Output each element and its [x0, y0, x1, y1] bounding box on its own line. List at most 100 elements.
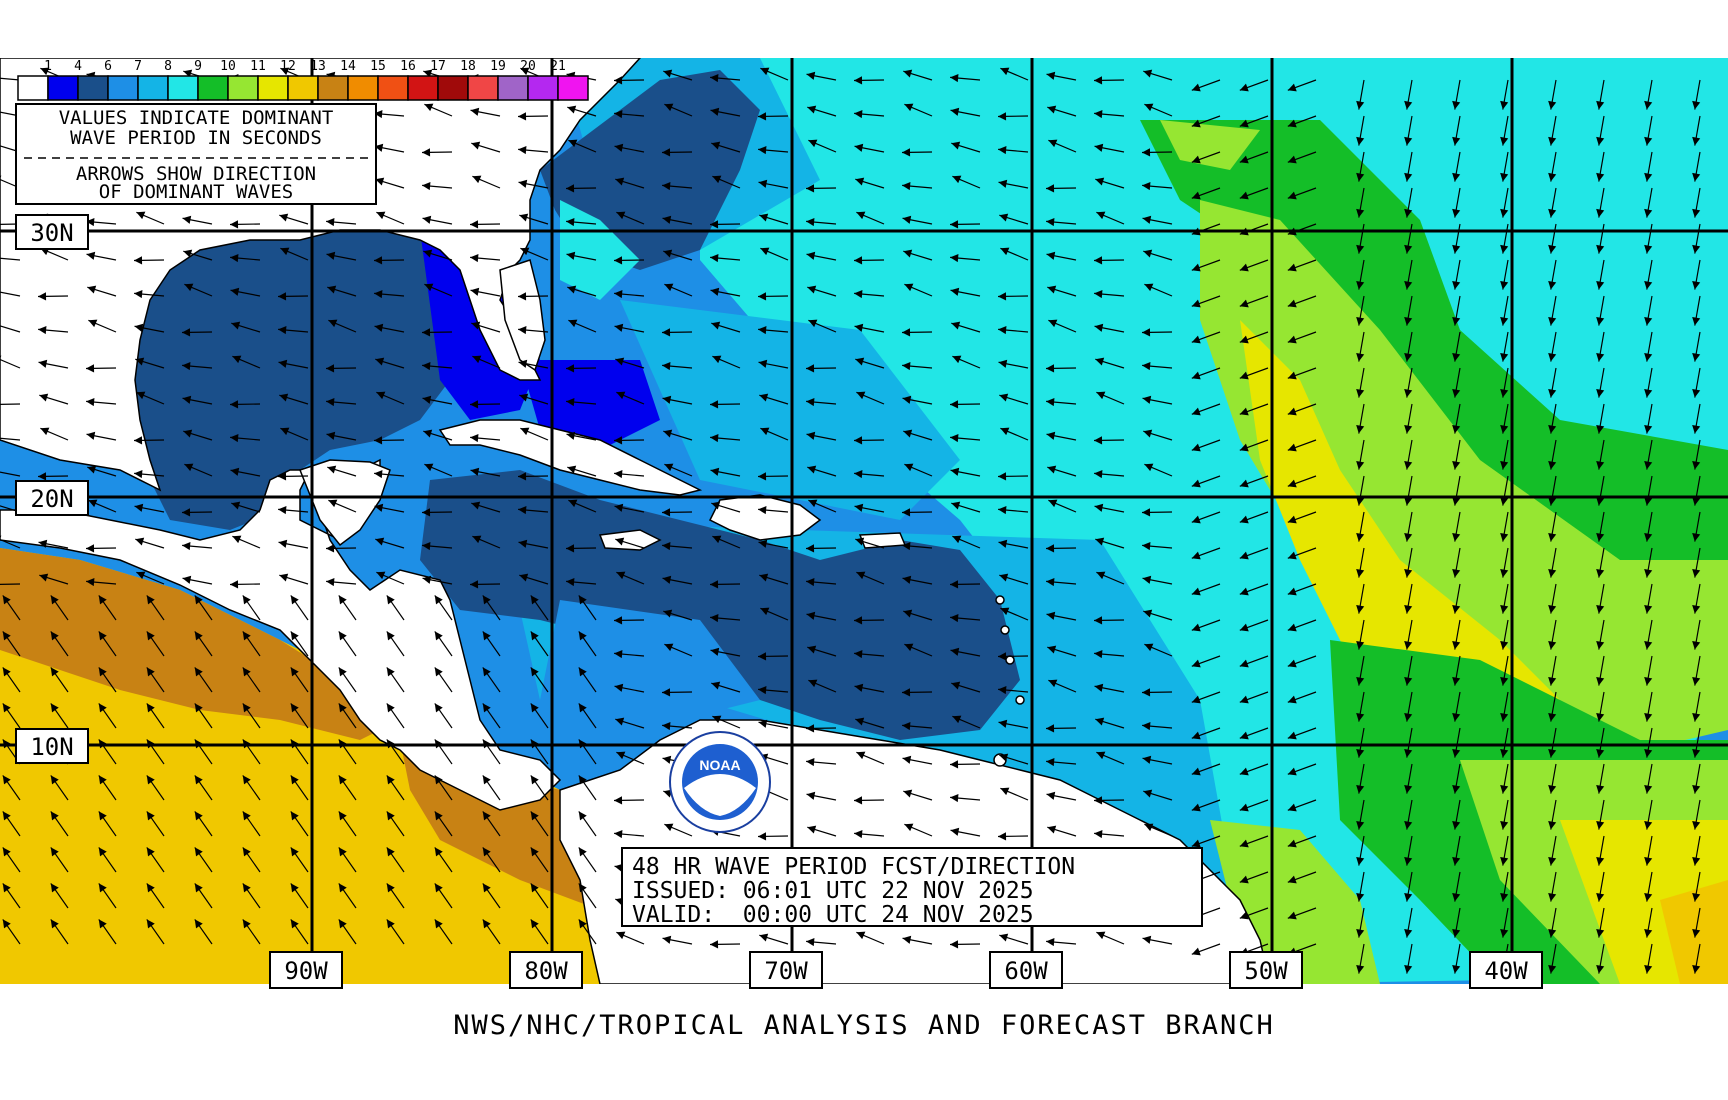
wave-arrow-head — [903, 249, 913, 258]
wave-arrow-head — [1096, 571, 1106, 580]
wave-arrow-head — [710, 107, 720, 116]
forecast-line-1: 48 HR WAVE PERIOD FCST/DIRECTION — [632, 854, 1075, 880]
wave-arrow-head — [1191, 515, 1201, 524]
wave-arrow-head — [2, 775, 11, 785]
wave-arrow-head — [1287, 839, 1297, 848]
wave-arrow-head — [518, 472, 527, 481]
wave-arrow-head — [806, 578, 815, 587]
wave-arrow-head — [530, 631, 539, 641]
wave-arrow-head — [98, 667, 107, 677]
wave-arrow-head — [1404, 640, 1413, 650]
wave-arrow-head — [1644, 316, 1653, 326]
wave-arrow-head — [98, 631, 107, 641]
wave-arrow-head — [806, 724, 815, 733]
wave-arrow-head — [1548, 676, 1557, 686]
wave-arrow-head — [0, 175, 2, 179]
wave-arrow-head — [1356, 568, 1365, 578]
wave-arrow-head — [1644, 604, 1653, 614]
wave-arrow-head — [1356, 604, 1365, 614]
wave-arrow-head — [1596, 208, 1605, 218]
wave-arrow-head — [758, 359, 768, 368]
wave-arrow-head — [280, 247, 290, 256]
wave-arrow-head — [1500, 532, 1509, 542]
wave-arrow-head — [1596, 532, 1605, 542]
wave-arrow-head — [519, 393, 529, 402]
lon-label-box-40w — [1469, 951, 1543, 989]
wave-arrow-head — [759, 573, 769, 582]
wave-arrow-head — [328, 319, 338, 328]
wave-arrow-head — [530, 703, 539, 713]
wave-arrow-head — [614, 470, 623, 479]
wave-arrow-head — [50, 595, 59, 605]
wave-arrow-head — [1094, 796, 1103, 805]
wave-arrow-head — [1692, 640, 1701, 650]
wave-arrow-head — [614, 830, 623, 839]
wave-arrow-head — [662, 688, 671, 697]
wave-arrow-head — [1191, 659, 1201, 668]
legend-swatch — [437, 75, 469, 101]
wave-arrow-head — [1356, 316, 1365, 326]
wave-arrow-head — [136, 211, 146, 220]
wave-arrow-head — [98, 595, 107, 605]
wave-arrow-head — [902, 722, 911, 731]
wave-arrow-head — [1404, 352, 1413, 362]
wave-arrow-head — [856, 931, 866, 940]
wave-arrow-head — [1404, 280, 1413, 290]
wave-arrow-head — [806, 364, 815, 373]
wave-arrow-head — [567, 285, 577, 294]
wave-arrow-head — [1500, 568, 1509, 578]
wave-arrow-head — [662, 575, 672, 584]
wave-arrow-head — [1095, 357, 1105, 366]
wave-arrow-head — [1239, 731, 1249, 740]
lon-label-40w: 40W — [1484, 957, 1528, 985]
wave-arrow-head — [1142, 395, 1152, 404]
wave-arrow-head — [242, 883, 251, 893]
wave-arrow-head — [86, 251, 96, 260]
wave-arrow-head — [1692, 352, 1701, 362]
wave-arrow-head — [1191, 551, 1201, 560]
period-12-band — [1240, 320, 1560, 740]
wave-arrow-head — [2, 631, 11, 641]
wave-arrow-head — [1287, 659, 1297, 668]
wave-arrow-head — [1548, 568, 1557, 578]
wave-arrow-head — [1644, 352, 1653, 362]
wave-arrow-head — [1094, 76, 1103, 85]
wave-arrow-head — [326, 398, 335, 407]
legend-swatch — [77, 75, 109, 101]
wave-arrow-head — [230, 287, 240, 296]
wave-arrow-head — [375, 357, 385, 366]
wave-arrow-head — [808, 139, 818, 148]
wave-arrow-head — [194, 847, 203, 857]
wave-arrow-head — [807, 825, 817, 834]
wave-arrow-head — [1143, 609, 1153, 618]
wave-arrow-head — [950, 287, 960, 296]
wave-arrow-head — [1287, 155, 1297, 164]
wave-arrow-head — [1287, 371, 1297, 380]
wave-arrow-head — [1356, 280, 1365, 290]
wave-arrow-head — [1452, 280, 1461, 290]
wave-arrow-head — [1404, 964, 1413, 974]
yucatan-land — [299, 459, 391, 547]
wave-arrow-head — [578, 811, 587, 821]
wave-arrow-head — [1452, 640, 1461, 650]
wave-arrow-head — [1548, 712, 1557, 722]
wave-arrow-head — [1287, 263, 1297, 272]
wave-arrow-head — [712, 175, 722, 184]
wave-arrow-head — [711, 681, 721, 690]
legend-tick-label: 17 — [430, 59, 446, 74]
wave-arrow-head — [1046, 431, 1056, 440]
wave-arrow-head — [1404, 748, 1413, 758]
wave-arrow-head — [434, 811, 443, 821]
wave-arrow-head — [856, 751, 866, 760]
lat-label-30n: 30N — [30, 219, 73, 247]
forecast-line-2: ISSUED: 06:01 UTC 22 NOV 2025 — [632, 878, 1034, 904]
wave-arrow-head — [530, 775, 539, 785]
wave-arrow-head — [1644, 136, 1653, 146]
wave-arrow-head — [1356, 856, 1365, 866]
wave-arrow-head — [1356, 532, 1365, 542]
wave-arrow-head — [146, 703, 155, 713]
wave-arrow-head — [578, 919, 587, 929]
wave-arrow-head — [578, 847, 587, 857]
wave-arrow-head — [1548, 100, 1557, 110]
wave-arrow-head — [1596, 460, 1605, 470]
